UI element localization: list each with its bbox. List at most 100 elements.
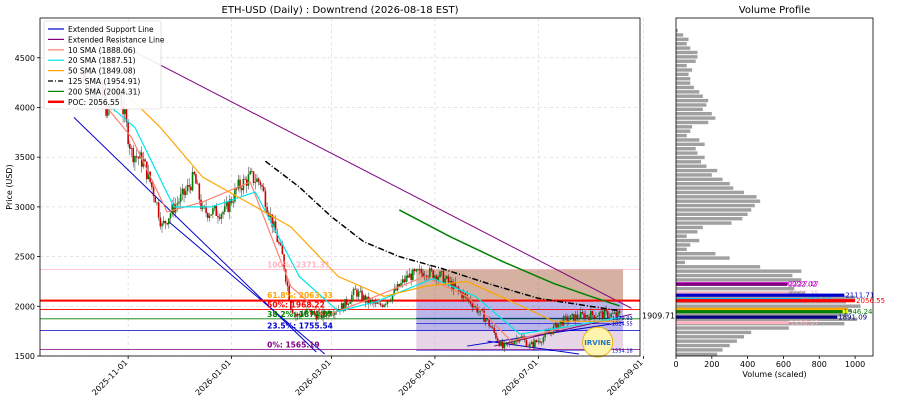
candle-body bbox=[171, 203, 174, 214]
candle-body bbox=[215, 205, 218, 216]
candle-body bbox=[362, 295, 365, 301]
candle-body bbox=[439, 271, 441, 278]
candle-body bbox=[574, 314, 577, 322]
candle-body bbox=[464, 293, 467, 296]
candle-body bbox=[134, 156, 136, 163]
candle-body bbox=[357, 291, 360, 297]
candle-body bbox=[452, 282, 455, 290]
y-tick-label: 2500 bbox=[15, 253, 35, 262]
candle-body bbox=[230, 199, 233, 203]
candle-body bbox=[534, 340, 536, 348]
candle-body bbox=[490, 326, 492, 328]
volume-bar bbox=[676, 147, 696, 151]
candle-body bbox=[544, 332, 546, 338]
volume-bar bbox=[676, 313, 848, 317]
volume-bar-label: 1946.24 bbox=[844, 308, 873, 316]
candle-body bbox=[595, 316, 597, 319]
volume-bar-highlight bbox=[676, 282, 788, 286]
legend-entry: Extended Resistance Line bbox=[68, 35, 165, 44]
support-line bbox=[168, 221, 326, 355]
volume-bar bbox=[676, 256, 730, 260]
x-tick-label: 2026-01-01 bbox=[194, 358, 233, 397]
candle-body bbox=[608, 317, 611, 319]
x-tick-label: 2026-09-01 bbox=[606, 358, 645, 397]
candle-body bbox=[337, 309, 340, 312]
candle-body bbox=[210, 214, 212, 216]
candles bbox=[81, 66, 621, 353]
volume-bar bbox=[676, 221, 732, 225]
candle-body bbox=[225, 202, 228, 207]
candle-body bbox=[293, 313, 296, 315]
candle-body bbox=[476, 306, 479, 313]
candle-body bbox=[496, 338, 499, 342]
candle-body bbox=[222, 211, 224, 215]
candle-body bbox=[318, 311, 321, 314]
candle-body bbox=[364, 295, 367, 303]
volume-bar bbox=[676, 168, 718, 173]
candle-body bbox=[193, 172, 196, 175]
volume-bar bbox=[676, 63, 687, 68]
fib-label: 61.8%: 2063.33 bbox=[267, 291, 333, 300]
candle-body bbox=[484, 319, 487, 322]
volume-bar-label: 2056.55 bbox=[856, 297, 885, 305]
candle-body bbox=[256, 178, 258, 183]
candle-body bbox=[386, 300, 389, 305]
candle-body bbox=[588, 316, 590, 320]
candle-body bbox=[590, 311, 592, 320]
candle-body bbox=[593, 315, 596, 319]
candle-body bbox=[434, 275, 436, 279]
candle-body bbox=[535, 340, 538, 342]
candle-body bbox=[213, 205, 216, 209]
candle-body bbox=[305, 309, 307, 313]
volume-bar bbox=[676, 68, 693, 72]
candle-body bbox=[384, 304, 387, 305]
candle-body bbox=[295, 313, 297, 317]
candle-body bbox=[427, 276, 429, 278]
candle-body bbox=[184, 191, 187, 196]
sma200-line bbox=[398, 209, 620, 307]
vp-x-tick-label: 1000 bbox=[845, 360, 865, 369]
volume-bar bbox=[676, 46, 691, 50]
candle-body bbox=[257, 178, 260, 182]
candle-body bbox=[540, 342, 543, 344]
volume-bar-label: 1891.09 bbox=[838, 314, 867, 322]
candle-body bbox=[229, 199, 231, 212]
candle-body bbox=[301, 313, 304, 317]
candle-body bbox=[157, 202, 160, 218]
volume-bar bbox=[676, 116, 716, 120]
volume-bar-highlight bbox=[676, 293, 845, 297]
volume-bar bbox=[676, 343, 730, 348]
volume-bar bbox=[676, 304, 861, 308]
volume-bar-label: 2227.17 bbox=[790, 280, 819, 288]
candle-body bbox=[522, 336, 524, 339]
volume-bar bbox=[676, 120, 709, 125]
volume-bar bbox=[676, 265, 761, 269]
candle-body bbox=[220, 214, 223, 219]
candle-body bbox=[135, 156, 138, 158]
candle-body bbox=[261, 185, 263, 187]
candle-body bbox=[340, 303, 343, 312]
candle-body bbox=[178, 201, 180, 204]
legend-entry: 50 SMA (1849.08) bbox=[68, 67, 136, 76]
candle-body bbox=[520, 336, 523, 339]
candle-body bbox=[356, 289, 358, 297]
candle-body bbox=[137, 157, 140, 159]
candle-body bbox=[527, 346, 529, 348]
candle-body bbox=[151, 182, 153, 188]
candle-body bbox=[132, 148, 135, 163]
candle-body bbox=[584, 315, 587, 320]
volume-bar bbox=[676, 348, 723, 352]
candle-body bbox=[495, 332, 497, 339]
volume-bar bbox=[676, 103, 707, 107]
candle-body bbox=[481, 309, 484, 311]
current-price-label: 1909.71 bbox=[642, 311, 675, 320]
volume-bar bbox=[676, 85, 694, 90]
candle-body bbox=[456, 286, 458, 288]
candle-body bbox=[342, 303, 345, 312]
candle-body bbox=[561, 320, 563, 326]
candle-body bbox=[403, 279, 406, 283]
candle-body bbox=[376, 302, 379, 304]
candle-body bbox=[571, 314, 574, 316]
